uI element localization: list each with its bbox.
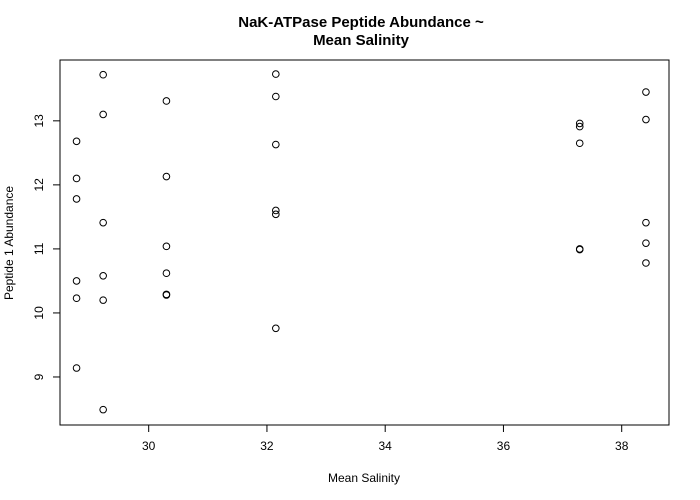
- chart-title-line-2: Mean Salinity: [313, 32, 410, 49]
- x-tick-label: 36: [497, 439, 511, 453]
- data-point: [99, 271, 107, 280]
- data-point: [72, 277, 81, 285]
- y-tick-label: 9: [32, 373, 46, 380]
- x-tick-label: 30: [142, 439, 156, 453]
- data-point: [162, 97, 171, 105]
- data-point: [642, 259, 650, 267]
- data-point: [272, 324, 280, 333]
- chart-title-line-1: NaK-ATPase Peptide Abundance ~: [238, 14, 484, 31]
- y-tick-label: 12: [32, 178, 46, 192]
- y-tick-label: 10: [32, 306, 46, 320]
- data-point: [272, 70, 280, 78]
- data-point: [575, 139, 584, 148]
- data-point: [162, 242, 171, 251]
- plot-frame: [59, 59, 670, 426]
- y-tick-label: 13: [32, 114, 46, 128]
- data-point: [162, 172, 171, 181]
- data-point: [575, 122, 584, 131]
- data-point: [72, 137, 81, 146]
- data-point: [99, 110, 107, 119]
- data-point: [72, 364, 81, 372]
- data-point: [272, 206, 280, 215]
- data-point: [575, 119, 584, 128]
- y-axis: 9 10 11 12 13: [32, 114, 60, 380]
- data-point: [162, 291, 171, 299]
- data-point: [162, 269, 171, 278]
- data-point: [272, 140, 280, 149]
- y-axis-label: Peptide 1 Abundance: [2, 186, 16, 300]
- y-tick-label: 11: [32, 242, 46, 255]
- data-point: [99, 70, 107, 79]
- x-axis: 30 32 34 36 38: [142, 425, 629, 453]
- data-point: [72, 174, 81, 183]
- data-point: [72, 195, 81, 203]
- data-point: [272, 210, 280, 219]
- data-point: [99, 218, 107, 227]
- data-point: [642, 239, 650, 247]
- data-point: [99, 405, 107, 414]
- x-axis-label: Mean Salinity: [328, 471, 400, 485]
- data-point: [72, 294, 81, 303]
- data-point: [642, 218, 650, 227]
- x-tick-label: 32: [260, 439, 274, 453]
- data-point: [642, 88, 650, 96]
- data-point: [575, 245, 584, 254]
- data-point: [99, 296, 107, 304]
- data-point: [642, 115, 650, 124]
- x-tick-label: 34: [379, 439, 393, 453]
- data-point: [272, 92, 280, 101]
- x-tick-label: 38: [615, 439, 629, 453]
- data-points: [72, 70, 650, 414]
